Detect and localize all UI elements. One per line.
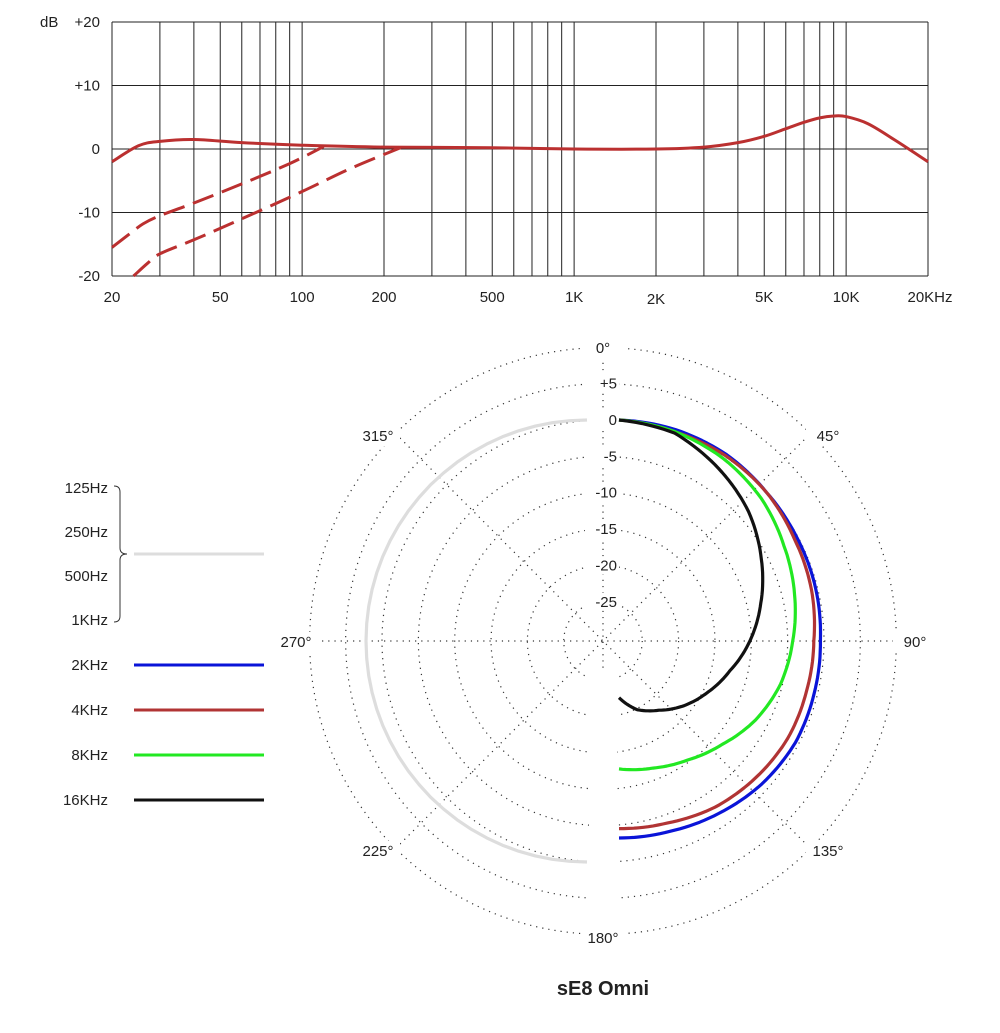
- frequency-x-tick-labels: 20 50 100 200 500 1K 2K 5K 10K 20KHz: [104, 289, 953, 308]
- polar-series-8khz: [618, 418, 797, 772]
- legend: 125Hz 250Hz 500Hz 1KHz 2KHz 4KHz 8KHz 16KHz: [63, 480, 264, 809]
- x-tick-label: 2K: [647, 291, 665, 308]
- x-tick-label: 10K: [833, 289, 860, 306]
- x-tick-label: 200: [371, 289, 396, 306]
- angle-label: 270°: [280, 634, 311, 651]
- radial-tick-label: 0: [609, 412, 617, 429]
- polar-series-4khz: [618, 418, 817, 831]
- angle-label: 45°: [817, 428, 840, 445]
- polar-series-125hz-1khz: [364, 418, 588, 864]
- chart-title: sE8 Omni: [557, 978, 649, 1000]
- polar-radial-tick-labels: +5 0 -5 -10 -15 -20 -25: [585, 374, 619, 611]
- angle-label: 135°: [812, 843, 843, 860]
- frequency-response-line: [111, 114, 929, 163]
- polar-series: [364, 418, 823, 864]
- x-tick-label: 100: [290, 289, 315, 306]
- low-cut-series-line: [132, 146, 402, 278]
- legend-group-brace: [113, 485, 128, 623]
- angle-label: 225°: [362, 843, 393, 860]
- angle-label: 90°: [904, 634, 927, 651]
- x-tick-label: 1K: [565, 289, 583, 306]
- angle-label-background: [806, 426, 850, 446]
- legend-group-label: 125Hz: [65, 480, 108, 497]
- angle-label: 0°: [596, 340, 610, 357]
- legend-item-label: 4KHz: [71, 702, 108, 719]
- radial-tick-label: -10: [595, 485, 617, 502]
- x-tick-label: 5K: [755, 289, 773, 306]
- y-unit-label: dB: [40, 14, 58, 31]
- y-tick-label: +10: [75, 78, 100, 95]
- y-tick-label: 0: [92, 141, 100, 158]
- frequency-series: [111, 114, 929, 278]
- frequency-y-tick-labels: +20 +10 0 -10 -20: [75, 14, 100, 285]
- angle-label-background: [581, 928, 625, 948]
- angle-label: 180°: [587, 930, 618, 947]
- y-tick-label: -20: [78, 268, 100, 285]
- radial-tick-label: -5: [604, 448, 617, 465]
- legend-group-label: 1KHz: [71, 612, 108, 629]
- x-tick-label: 500: [480, 289, 505, 306]
- radial-tick-label: +5: [600, 376, 617, 393]
- angle-label-background: [356, 841, 400, 861]
- radial-tick-background: [585, 520, 619, 539]
- frequency-response-chart: dB 20 50 100 200 500 1K 2K 5K 10K 20KHz +20 +10 0 -1…: [40, 14, 953, 308]
- angle-label-background: [356, 426, 400, 446]
- radial-tick-label: -25: [595, 594, 617, 611]
- legend-item-label: 2KHz: [71, 657, 108, 674]
- legend-group-label: 500Hz: [65, 568, 108, 585]
- polar-series-16khz: [617, 418, 765, 713]
- radial-tick-background: [585, 592, 619, 611]
- angle-label-background: [806, 841, 850, 861]
- legend-item-label: 16KHz: [63, 792, 108, 809]
- polar-ring: [381, 419, 825, 863]
- radial-tick-background: [585, 556, 619, 575]
- polar-center-gap: [589, 671, 617, 939]
- legend-item-label: 8KHz: [71, 747, 108, 764]
- x-tick-label: 20: [104, 289, 121, 306]
- radial-tick-label: -15: [595, 521, 617, 538]
- x-tick-label: 20KHz: [907, 289, 952, 306]
- angle-label-background: [274, 632, 318, 652]
- radial-tick-background: [585, 483, 619, 502]
- angle-label: 315°: [362, 428, 393, 445]
- angle-label-background: [581, 338, 625, 358]
- angle-label-background: [893, 632, 937, 652]
- radial-tick-label: -20: [595, 557, 617, 574]
- polar-ring: [454, 492, 752, 790]
- radial-tick-background: [585, 447, 619, 466]
- y-tick-label: +20: [75, 14, 100, 31]
- radial-tick-background: [585, 374, 619, 393]
- polar-series-2khz: [618, 418, 823, 840]
- polar-ring: [563, 601, 643, 681]
- y-tick-label: -10: [78, 205, 100, 222]
- polar-angle-labels: 0° 45° 90° 135° 180° 225° 270° 315°: [274, 338, 937, 948]
- low-cut-series-line: [111, 145, 325, 249]
- polar-pattern-chart: +5 0 -5 -10 -15 -20 -25 0° 45° 90° 135° 180° 225° 27…: [274, 338, 937, 948]
- legend-group-label: 250Hz: [65, 524, 108, 541]
- radial-tick-background: [585, 411, 619, 429]
- x-tick-label: 50: [212, 289, 229, 306]
